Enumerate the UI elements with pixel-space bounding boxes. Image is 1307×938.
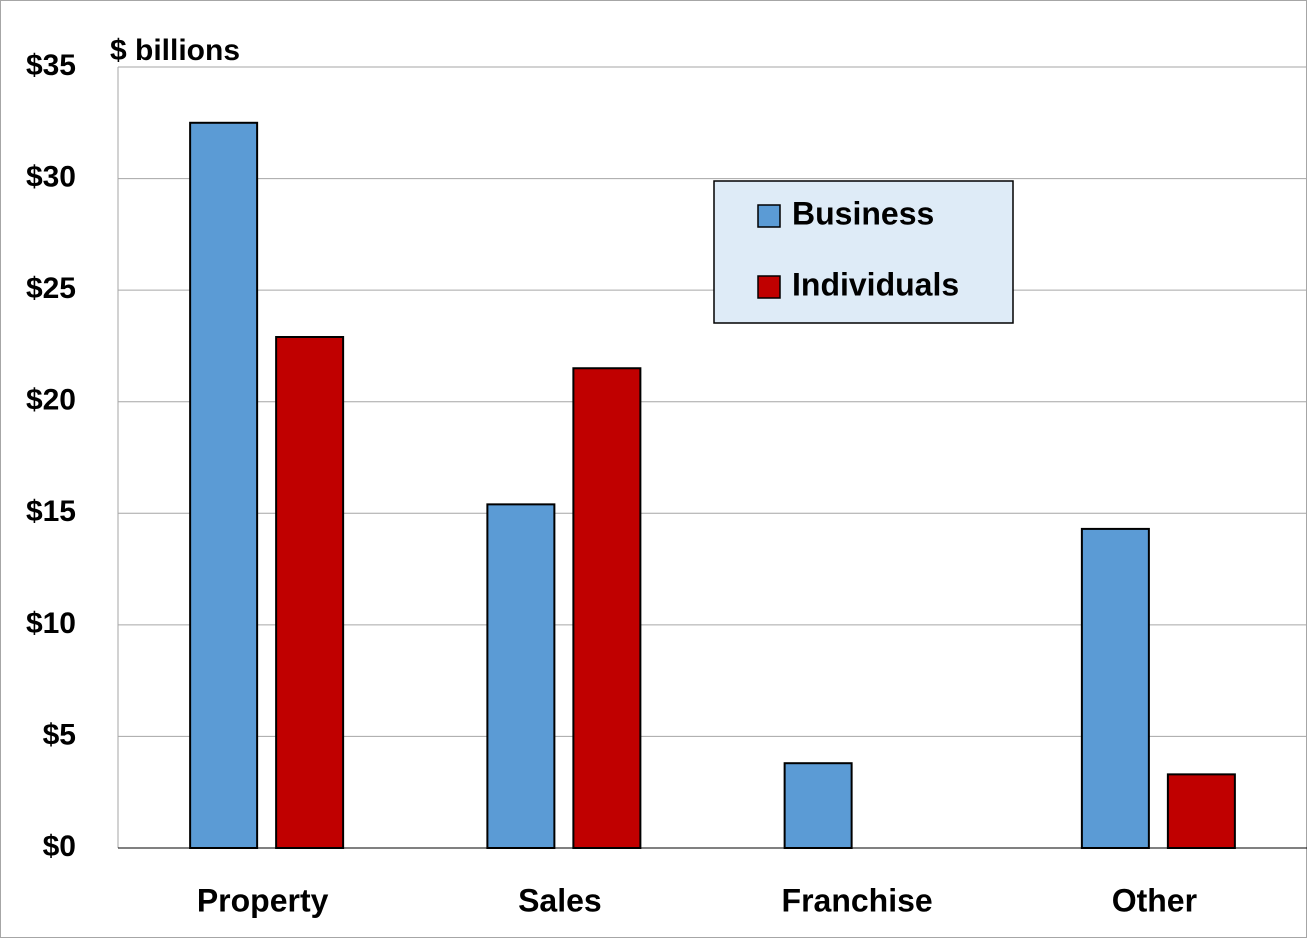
bar: [783, 762, 853, 849]
y-tick-label: $35: [26, 49, 76, 82]
bar: [1166, 773, 1236, 849]
x-tick-label: Other: [1112, 882, 1197, 918]
legend-swatch: [757, 275, 781, 299]
bar: [486, 503, 556, 849]
x-tick-label: Franchise: [782, 882, 933, 918]
bar: [275, 336, 345, 849]
legend-label: Business: [792, 195, 934, 231]
y-axis-label: $ billions: [110, 34, 240, 67]
y-tick-label: $10: [26, 607, 76, 640]
y-tick-label: $0: [43, 830, 76, 863]
y-tick-label: $15: [26, 495, 76, 528]
y-tick-label: $30: [26, 160, 76, 193]
bar: [189, 121, 259, 850]
x-tick-label: Property: [197, 882, 329, 918]
x-tick-label: Sales: [518, 882, 602, 918]
legend-swatch: [757, 204, 781, 228]
bar: [1080, 527, 1150, 849]
y-tick-label: $20: [26, 384, 76, 417]
y-tick-label: $25: [26, 272, 76, 305]
bar: [572, 367, 642, 849]
legend-label: Individuals: [792, 266, 959, 302]
y-tick-label: $5: [43, 718, 76, 751]
